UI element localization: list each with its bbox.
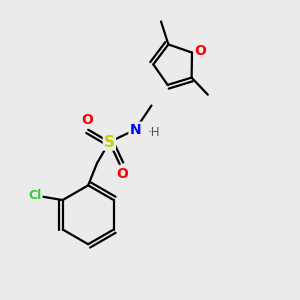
- Text: ·H: ·H: [148, 125, 160, 139]
- Text: S: S: [104, 134, 115, 149]
- Text: O: O: [117, 167, 129, 181]
- Text: O: O: [81, 113, 93, 127]
- Text: N: N: [130, 123, 141, 137]
- Text: O: O: [194, 44, 206, 58]
- Text: Cl: Cl: [28, 188, 42, 202]
